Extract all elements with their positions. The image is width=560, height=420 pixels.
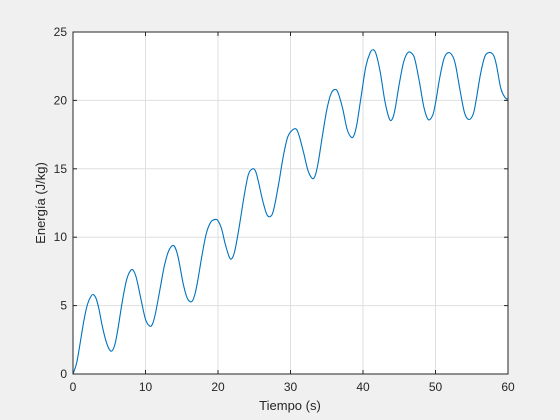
y-tick-label: 5: [60, 299, 67, 313]
grid-lines: [73, 32, 508, 374]
y-tick-label: 10: [54, 230, 68, 244]
axis-ticks: 0 10 20 30 40 50 60 0 5 10 15 20 25: [54, 25, 515, 394]
x-tick-label: 50: [429, 380, 443, 394]
x-tick-label: 60: [501, 380, 515, 394]
y-tick-label: 25: [54, 25, 68, 39]
x-tick-label: 10: [139, 380, 153, 394]
x-tick-label: 30: [284, 380, 298, 394]
x-axis-label: Tiempo (s): [259, 398, 321, 413]
x-tick-label: 0: [70, 380, 77, 394]
energy-series-line: [72, 49, 509, 375]
y-tick-label: 20: [54, 93, 68, 107]
y-axis-label: Energía (J/kg): [33, 162, 48, 244]
y-tick-label: 15: [54, 162, 68, 176]
x-tick-label: 20: [211, 380, 225, 394]
data-series-group: [72, 49, 509, 375]
x-tick-label: 40: [356, 380, 370, 394]
y-tick-label: 0: [60, 367, 67, 381]
